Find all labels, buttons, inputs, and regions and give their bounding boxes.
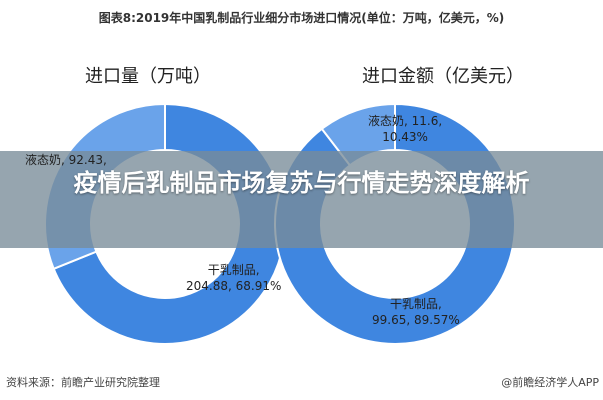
chart-title: 图表8:2019年中国乳制品行业细分市场进口情况(单位：万吨，亿美元，%) [98, 11, 505, 25]
headline-banner [0, 151, 603, 248]
right-dry-label-line-1: 干乳制品, [389, 297, 442, 311]
left-liquid-label-line: 液态奶, 92.43, [25, 153, 107, 167]
left-dry-label-line-1: 干乳制品, [207, 263, 260, 277]
credit-note: @前瞻经济学人APP [501, 376, 599, 389]
right-liquid-label: 液态奶, 11.6, 10.43% [368, 113, 442, 145]
right-dry-label-line-2: 99.65, 89.57% [372, 313, 460, 327]
right-liquid-label-line-2: 10.43% [382, 130, 428, 144]
left-dry-label-line-2: 204.88, 68.91% [186, 279, 282, 293]
left-liquid-label: 液态奶, 92.43, [25, 152, 107, 168]
right-dry-label: 干乳制品, 99.65, 89.57% [372, 296, 460, 328]
headline-text: 疫情后乳制品市场复苏与行情走势深度解析 [73, 169, 530, 197]
left-dry-label: 干乳制品, 204.88, 68.91% [186, 262, 281, 294]
right-chart-title: 进口金额（亿美元） [362, 66, 524, 87]
right-liquid-label-line-1: 液态奶, 11.6, [368, 114, 443, 128]
left-chart-title: 进口量（万吨） [85, 66, 211, 87]
source-note: 资料来源：前瞻产业研究院整理 [6, 376, 160, 389]
